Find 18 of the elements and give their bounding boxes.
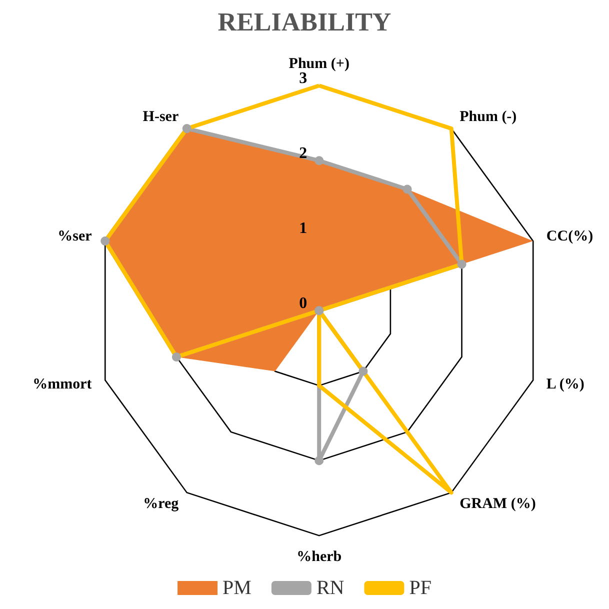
spoke-label: GRAM (%): [460, 496, 536, 512]
y-tick-label: 1: [299, 220, 308, 238]
spoke-label: %ser: [58, 228, 92, 245]
spoke-label: %herb: [296, 549, 342, 566]
legend-label: PF: [409, 577, 432, 599]
chart-title: RELIABILITY: [218, 8, 392, 36]
spoke-label: H-ser: [142, 109, 179, 126]
spoke-label: L (%): [546, 376, 584, 392]
y-tick-label: 3: [299, 70, 308, 88]
spoke-label: CC(%): [546, 228, 594, 245]
legend-label: RN: [316, 577, 344, 599]
legend-label: PM: [222, 577, 252, 599]
spoke-label: %mmort: [32, 376, 92, 392]
spoke-label: Phum (-): [460, 109, 517, 126]
y-tick-label: 0: [299, 295, 308, 312]
spoke-label: Phum (+): [288, 56, 350, 72]
y-tick-label: 2: [299, 145, 308, 162]
spoke-label: %reg: [143, 496, 180, 512]
